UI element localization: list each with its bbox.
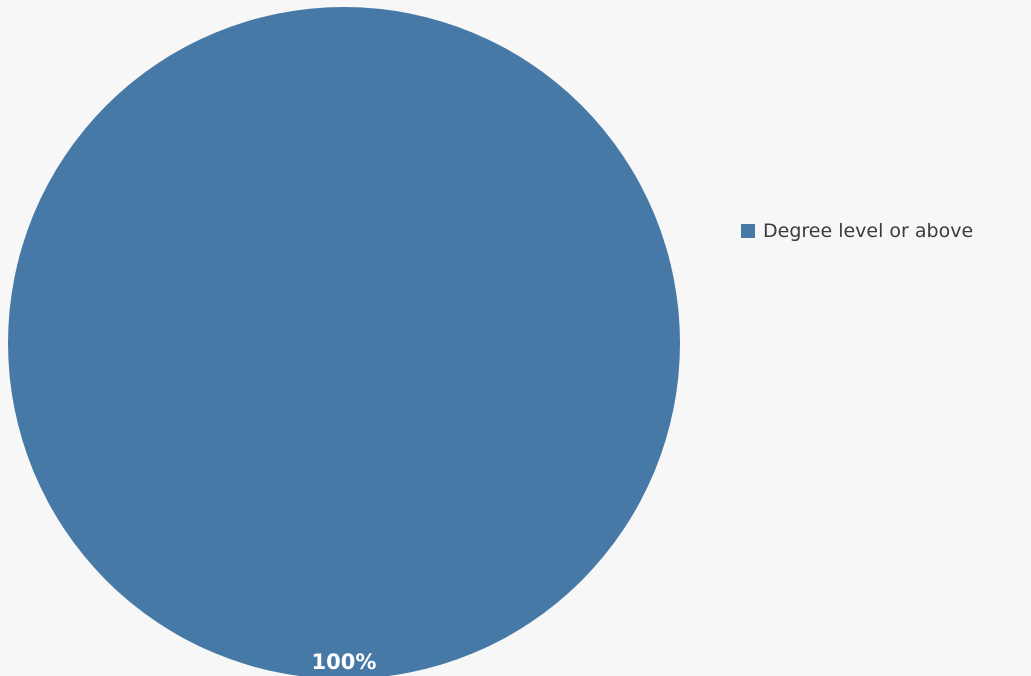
pie-data-labels: 100% [312, 650, 377, 674]
pie-slice-data-label: 100% [312, 650, 377, 674]
pie-slice [8, 7, 680, 676]
legend-label: Degree level or above [763, 220, 974, 242]
legend-item: Degree level or above [741, 217, 973, 245]
legend: Degree level or above [741, 217, 973, 245]
legend-swatch [741, 224, 755, 238]
pie-slices [8, 7, 680, 676]
